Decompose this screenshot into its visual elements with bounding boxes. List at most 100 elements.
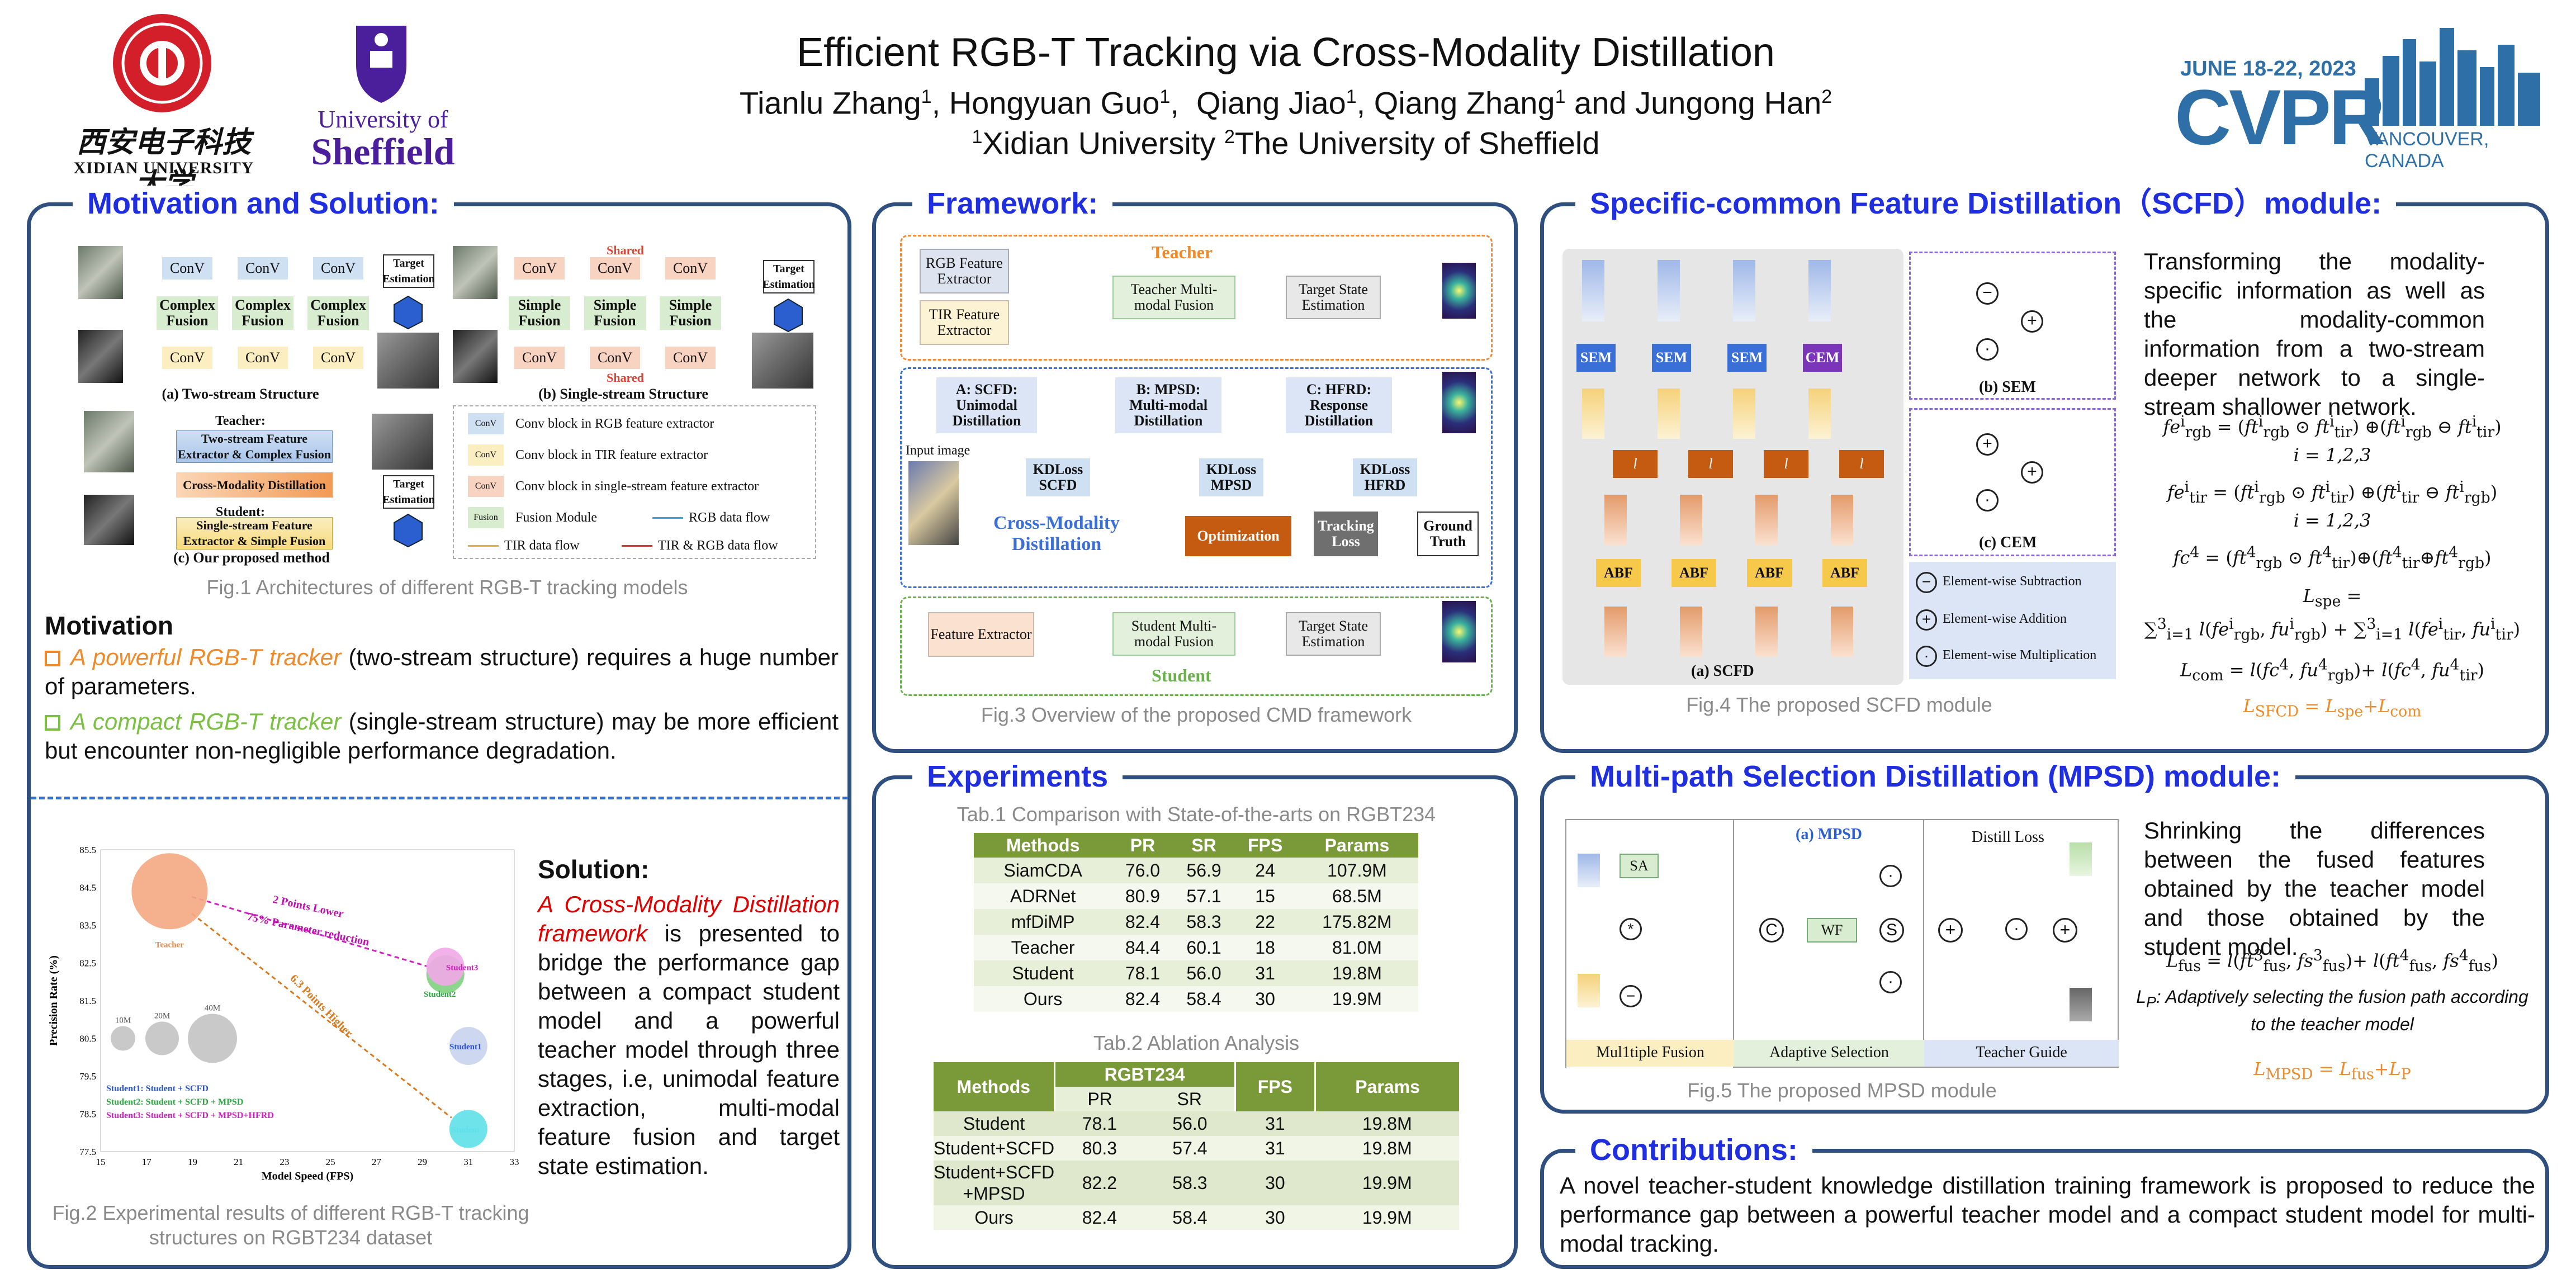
tab1-cell: 18	[1255, 937, 1275, 958]
fig3-optimization: Optimization	[1185, 516, 1291, 556]
fig3-kd-hfrd: KDLoss HFRD	[1353, 458, 1417, 496]
tab2-h-group: RGBT234	[1054, 1062, 1236, 1087]
tab1-cell: 76.0	[1125, 860, 1161, 880]
fig1c-rgb-image	[84, 411, 134, 472]
fig4: SEM SEM SEM CEM l l l l ABF ABF ABF ABF …	[1562, 249, 2116, 685]
fig5-sa: SA	[1620, 854, 1659, 878]
table-row: SiamCDA 76.0 56.9 24 107.9M	[974, 858, 1418, 883]
cem-multiply-icon: ·	[1976, 489, 1999, 512]
mpsd-text: Shrinking the differences between the fu…	[2144, 817, 2485, 960]
fig3-input-label: Input image	[906, 443, 970, 458]
size-legend-bubble	[145, 1021, 179, 1055]
tab1-cell: 107.9M	[1327, 860, 1387, 880]
author-and: and	[1565, 85, 1636, 121]
data-point-label: Student3	[446, 963, 479, 972]
author-1: Tianlu Zhang	[739, 85, 921, 121]
tab1-h-fps: FPS	[1247, 835, 1283, 855]
fig4-fu-stack-3	[1755, 495, 1778, 545]
fig3-student-response-map	[1442, 601, 1476, 662]
scfd-title: Specific-common Feature Distillation（SCF…	[1575, 186, 2397, 221]
author-4: Qiang Zhang	[1374, 85, 1555, 121]
data-point-label: Student1	[449, 1043, 482, 1052]
xidian-seal-icon	[113, 14, 211, 112]
tab1-cell: 56.9	[1186, 860, 1221, 880]
tab1-cell: Student	[1012, 963, 1074, 983]
fig4-tir-stack-1	[1582, 389, 1604, 439]
fig4-l-3: l	[1764, 450, 1808, 478]
fig1-tir-image-b	[453, 330, 498, 383]
fig3-hfrd-response-map	[1442, 372, 1476, 433]
table-row: Student+SCFD +MPSD 82.2 58.3 30 19.9M	[934, 1161, 1459, 1205]
fig4-feature-stack-1	[1582, 260, 1604, 321]
tab2-cell: 31	[1265, 1113, 1285, 1134]
tab2-h-fps: FPS	[1235, 1062, 1317, 1111]
scfd-text: Transforming the modality-specific infor…	[2144, 248, 2485, 420]
tab1-cell: 24	[1255, 860, 1275, 880]
eq-lcom: Lcom = l(fc4, fu4rgb)+ l(fc4, fu4tir)	[2180, 656, 2484, 684]
bullet-2-square-icon	[45, 715, 60, 731]
tab2-cell: 19.8M	[1362, 1138, 1412, 1158]
tab1-cell: 56.0	[1186, 963, 1221, 983]
fig3-rgb-fe: RGB Feature Extractor	[920, 249, 1009, 293]
tab2-cell: 57.4	[1172, 1138, 1208, 1158]
data-point	[131, 853, 208, 930]
fig3-caption: Fig.3 Overview of the proposed CMD frame…	[981, 703, 1412, 726]
tab1-cell: SiamCDA	[1003, 860, 1082, 880]
author-5-sup: 2	[1821, 86, 1832, 107]
fig4-c-caption: (c) CEM	[1979, 534, 2037, 551]
fig1-legend: ConV Conv block in RGB feature extractor…	[453, 405, 816, 559]
fig1b-conv-top-2: ConV	[590, 257, 640, 280]
fig1b-caption: (b) Single-stream Structure	[538, 386, 708, 402]
tab2-cell: 30	[1265, 1207, 1285, 1228]
fig4-abf-4: ABF	[1822, 559, 1867, 587]
tab2-cell: 82.4	[1082, 1207, 1117, 1228]
fig1: ConV ConV ConV Complex Fusion Complex Fu…	[73, 238, 822, 566]
fig1c-tir-image	[84, 495, 134, 545]
y-tick-label: 83.5	[79, 920, 96, 931]
legend-multiply-icon: ·	[1916, 646, 1937, 667]
y-tick-label: 78.5	[79, 1109, 96, 1120]
fig3-student-est: Target State Estimation	[1286, 612, 1381, 656]
fig4-l-1: l	[1613, 450, 1658, 478]
x-tick-label: 15	[96, 1157, 106, 1167]
aff-2: The University of Sheffield	[1234, 125, 1600, 161]
fig5-teacher-guide-bg	[1924, 1040, 2119, 1067]
fig4-feature-stack-2	[1658, 260, 1680, 321]
legend-both-arrow-icon	[622, 545, 652, 547]
solution-rest: is presented to bridge the performance g…	[538, 920, 840, 1179]
data-point	[449, 1110, 487, 1148]
data-point-label: Teacher	[155, 940, 184, 949]
x-axis-label: Model Speed (FPS)	[262, 1170, 353, 1182]
tab1-h-params: Params	[1324, 835, 1390, 855]
tab1-cell: 30	[1255, 988, 1275, 1009]
solution-heading: Solution:	[538, 855, 650, 884]
tab1-h-pr: PR	[1130, 835, 1156, 855]
author-3-sup: 1	[1346, 86, 1357, 107]
y-axis-label: Precision Rate (%)	[48, 955, 60, 1046]
fig5-add-icon: +	[1938, 918, 1963, 943]
aff-1-sup: 1	[972, 126, 983, 148]
tab2-h-params: Params	[1355, 1076, 1420, 1097]
x-tick-label: 29	[418, 1157, 427, 1167]
legend-tir-flow: TIR data flow	[504, 538, 580, 553]
fig5-distill-top: Distill Loss	[1972, 828, 2044, 846]
tab2-cell: 31	[1265, 1138, 1285, 1158]
fig3-student-fe: Feature Extractor	[928, 612, 1034, 657]
aff-1: Xidian University	[982, 125, 1224, 161]
fig4-feature-stack-4	[1808, 260, 1831, 321]
fig1b-conv-bot-3: ConV	[665, 347, 716, 369]
fig3-kd-mpsd: KDLoss MPSD	[1199, 458, 1263, 496]
fig4-tir-stack-2	[1658, 389, 1680, 439]
fig5-add-icon-2: +	[2053, 918, 2077, 943]
tab2-cell: 30	[1265, 1172, 1285, 1193]
cvpr-word: CVPR	[2175, 73, 2385, 161]
motivation-divider	[31, 797, 848, 799]
chart-legend-entry: Student2: Student + SCFD + MPSD	[106, 1097, 243, 1107]
fig5: (a) MPSD Distill Loss SA WF C S · · · + …	[1565, 819, 2119, 1068]
fig4-abf-3: ABF	[1747, 559, 1792, 587]
fig1b-conv-top-3: ConV	[665, 257, 716, 280]
fig4-cem: CEM	[1803, 344, 1842, 372]
cem-add-icon-2: +	[2021, 461, 2043, 484]
fig5-caption: Fig.5 The proposed MPSD module	[1687, 1079, 1997, 1102]
tab1-cell: Ours	[1023, 988, 1063, 1009]
